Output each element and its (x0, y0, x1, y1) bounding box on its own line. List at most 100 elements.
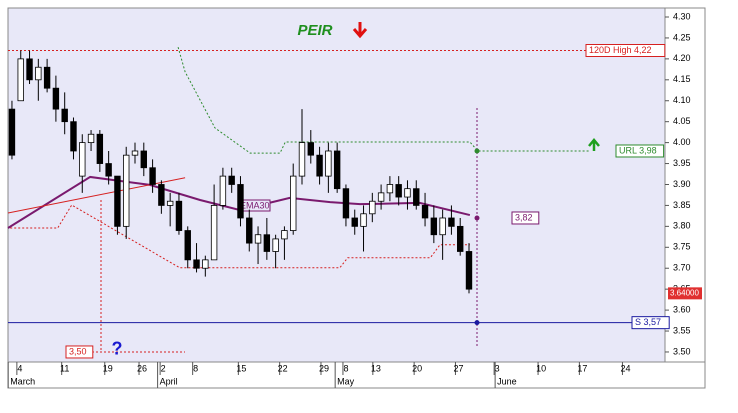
level-label-box (585, 43, 666, 57)
y-tick-label: 4.05 (673, 116, 691, 126)
level-dot (474, 320, 480, 326)
candle-body (228, 175, 235, 185)
question-mark: ? (112, 339, 123, 359)
x-tick-label: 13 (371, 363, 381, 373)
price-tag-box (668, 287, 702, 300)
candle-body (325, 150, 332, 177)
level-label: 3,50 (69, 346, 87, 356)
candle-body (105, 163, 112, 177)
y-tick-label: 4.30 (673, 11, 691, 21)
y-tick-label: 3.50 (673, 346, 691, 356)
candle-body (17, 58, 24, 102)
candle-body (158, 184, 165, 206)
candle-body (184, 230, 191, 261)
y-tick-label: 3.60 (673, 304, 691, 314)
candle-body (175, 200, 183, 231)
x-tick-label: 15 (236, 363, 246, 373)
y-tick-label: 3.90 (673, 179, 691, 189)
y-tick-label: 3.85 (673, 200, 691, 210)
candle-body (395, 184, 402, 198)
candle-body (237, 184, 244, 219)
y-tick-label: 3.80 (673, 221, 691, 231)
candle-body (290, 175, 297, 231)
candle-body (281, 230, 288, 240)
candle-body (61, 108, 68, 123)
candle-body (439, 217, 446, 236)
month-label: May (337, 376, 355, 386)
level-dot (474, 215, 480, 221)
y-tick-label: 3.55 (673, 325, 691, 335)
candle-body (131, 150, 139, 156)
month-label: March (10, 376, 35, 386)
candle-body (377, 192, 385, 202)
candle-body (333, 150, 341, 190)
candle-body (386, 184, 394, 194)
candle-body (404, 188, 411, 198)
x-tick-label: 22 (278, 363, 288, 373)
x-tick-label: 4 (17, 363, 22, 373)
candle-body (457, 225, 464, 252)
candle-body (166, 200, 174, 206)
candle-body (342, 188, 350, 219)
candle-body (96, 133, 104, 164)
candle-body (307, 142, 314, 156)
x-axis-area (7, 361, 706, 389)
x-tick-label: 20 (412, 363, 422, 373)
y-tick-label: 3.75 (673, 242, 691, 252)
candle-body (140, 150, 147, 169)
y-tick-label: 3.95 (673, 158, 691, 168)
candle-body (448, 217, 455, 227)
candle-body (26, 58, 33, 81)
candle-body (87, 133, 95, 144)
x-tick-label: 3 (495, 363, 500, 373)
x-tick-label: 8 (193, 363, 198, 373)
candle-body (351, 217, 358, 227)
x-tick-label: 11 (60, 363, 69, 373)
level-label-box (65, 345, 94, 359)
plot-area (7, 7, 666, 376)
chart-title: PEIR (297, 22, 332, 39)
level-label-box (631, 316, 670, 330)
candle-body (254, 234, 262, 244)
month-label: June (497, 376, 517, 386)
candle-body (360, 213, 367, 227)
candle-body (219, 175, 227, 206)
overlay-line (10, 204, 470, 269)
price-tag: 3.64000 (670, 288, 699, 297)
up-arrow (588, 138, 600, 151)
x-tick-label: 24 (620, 363, 630, 373)
x-tick-label: 27 (453, 363, 463, 373)
right-axis-area (664, 7, 706, 376)
level-label: 120D High 4,22 (589, 45, 652, 55)
candle-body (193, 259, 200, 269)
candle-body (79, 142, 86, 177)
candle-body (369, 200, 376, 215)
y-tick-label: 4.20 (673, 53, 691, 63)
x-tick-label: 10 (536, 363, 546, 373)
x-tick-label: 29 (319, 363, 329, 373)
level-label: URL 3,98 (619, 145, 657, 155)
x-tick-label: 17 (577, 363, 587, 373)
y-tick-label: 4.15 (673, 74, 691, 84)
candle-body (149, 167, 156, 185)
down-arrow (352, 22, 368, 39)
candle-body (8, 108, 16, 156)
candle-body (70, 121, 77, 152)
level-dot (474, 148, 480, 154)
y-tick-label: 4.25 (673, 32, 691, 42)
y-tick-label: 4.00 (673, 137, 691, 147)
level-label-box (511, 211, 540, 225)
level-label: 3,82 (515, 212, 533, 222)
candle-body (43, 66, 51, 89)
candle-body (272, 238, 279, 252)
candle-body (210, 205, 218, 261)
candle-body (465, 251, 473, 290)
candle-body (298, 142, 306, 177)
y-tick-label: 4.10 (673, 95, 691, 105)
candle-body (263, 234, 271, 252)
x-tick-label: 8 (343, 363, 348, 373)
legend-label: EMA30 (240, 200, 270, 210)
x-tick-label: 26 (137, 363, 147, 373)
candle-body (246, 217, 253, 244)
